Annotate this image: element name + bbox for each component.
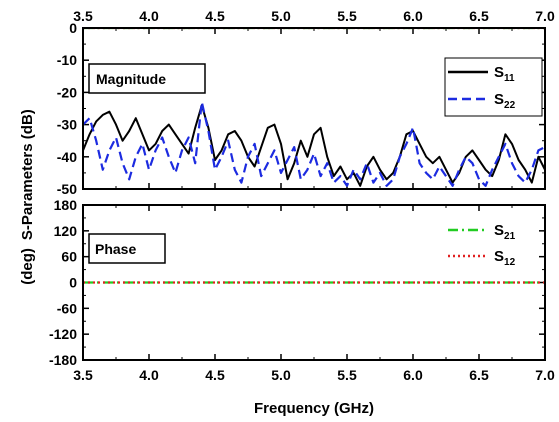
y-tick-label: -30 — [57, 117, 77, 133]
x-tick-label-top: 6.5 — [469, 8, 489, 24]
y-tick-label: -10 — [57, 52, 77, 68]
legend-label-s22: S22 — [494, 91, 516, 111]
magnitude-series — [84, 29, 544, 187]
x-tick-label-bottom: 5.5 — [337, 367, 357, 383]
y-axis-label-deg: (deg) — [19, 248, 36, 285]
y-tick-label: 0 — [69, 20, 77, 36]
magnitude-label: Magnitude — [96, 71, 166, 87]
series-s11-line — [84, 104, 544, 187]
y-tick-label: -180 — [49, 352, 77, 368]
y-tick-label: -120 — [49, 326, 77, 342]
x-tick-label-bottom: 4.0 — [139, 367, 159, 383]
y-tick-label: -60 — [57, 300, 77, 316]
y-tick-label: 60 — [61, 249, 77, 265]
y-tick-label: -50 — [57, 181, 77, 197]
y-axis-label-sparams: S-Parameters (dB) — [19, 109, 36, 240]
x-tick-label-bottom: 5.0 — [271, 367, 291, 383]
x-tick-label-bottom: 3.5 — [73, 367, 93, 383]
x-tick-label-top: 5.5 — [337, 8, 357, 24]
magnitude-legend — [444, 57, 543, 117]
x-tick-label-top: 3.5 — [73, 8, 93, 24]
x-tick-label-bottom: 6.5 — [469, 367, 489, 383]
y-tick-label: -40 — [57, 149, 77, 165]
legend-label-s21: S21 — [494, 222, 516, 242]
x-tick-label-top: 4.0 — [139, 8, 159, 24]
phase-label: Phase — [95, 241, 136, 257]
x-tick-label-top: 6.0 — [403, 8, 423, 24]
x-tick-label-top: 5.0 — [271, 8, 291, 24]
x-tick-label-top: 4.5 — [205, 8, 225, 24]
legend-label-s12: S12 — [494, 248, 516, 268]
y-tick-label: 0 — [69, 275, 77, 291]
x-tick-label-bottom: 7.0 — [535, 367, 555, 383]
x-tick-label-bottom: 6.0 — [403, 367, 423, 383]
y-tick-label: -20 — [57, 84, 77, 100]
x-tick-label-top: 7.0 — [535, 8, 555, 24]
x-tick-label-bottom: 4.5 — [205, 367, 225, 383]
svg-text:(deg)S-Parameters (dB): (deg) S-Parameters (dB) — [19, 109, 36, 285]
x-axis-label: Frequency (GHz) — [254, 400, 374, 417]
y-tick-label: 120 — [54, 223, 78, 239]
phase-label-box — [88, 233, 166, 264]
magnitude-ticks: 0 -10 -20 -30 -40 -50 3.5 4.0 4.5 5.0 5.5 6.0 6.5 7.0 — [57, 8, 555, 197]
magnitude-label-box — [88, 63, 206, 94]
legend-label-s11: S11 — [494, 64, 515, 84]
y-tick-label: 180 — [54, 197, 78, 213]
